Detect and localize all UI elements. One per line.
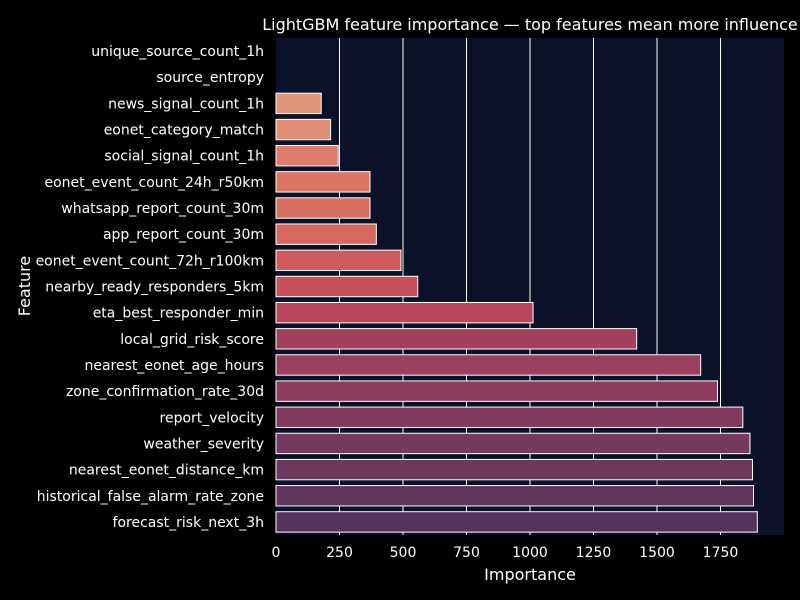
x-tick-label: 1500 — [639, 545, 675, 561]
bar-eonet-event-count-72h-r100km — [275, 249, 402, 272]
bar-eonet-event-count-24h-r50km — [275, 171, 371, 193]
bar-social-signal-count-1h — [275, 145, 339, 167]
x-tick-label: 1000 — [512, 545, 548, 561]
chart-title: LightGBM feature importance — top featur… — [262, 15, 798, 34]
y-tick-label: unique_source_count_1h — [91, 44, 264, 60]
bar-series — [275, 92, 758, 533]
y-tick-label: zone_confirmation_rate_30d — [66, 384, 264, 400]
bar-eta-best-responder-min — [275, 301, 534, 324]
bar-app-report-count-30m — [275, 223, 377, 245]
bar-news-signal-count-1h — [275, 92, 322, 115]
y-tick-labels: unique_source_count_1h source_entropynews… — [36, 44, 264, 531]
x-tick-label: 1250 — [576, 545, 612, 561]
bar-forecast-risk-next-3h — [275, 511, 758, 533]
x-tick-labels: 0 250 500 750 1000 1250 1500 1750 — [272, 545, 739, 561]
y-tick-label: nearest_eonet_distance_km — [69, 463, 264, 479]
x-tick-label: 0 — [272, 545, 281, 561]
bar-nearest-eonet-age-hours — [275, 354, 702, 376]
bar-weather-severity — [275, 432, 751, 455]
y-tick-label: forecast_risk_next_3h — [113, 515, 264, 531]
y-tick-label: source_entropy — [156, 70, 264, 86]
bar-historical-false-alarm-rate-zone — [275, 485, 755, 507]
bar-whatsapp-report-count-30m — [275, 197, 371, 219]
y-tick-label: news_signal_count_1h — [108, 96, 264, 112]
y-tick-label: eonet_category_match — [104, 123, 264, 139]
y-tick-label: eonet_event_count_24h_r50km — [44, 175, 264, 191]
y-axis-label: Feature — [15, 256, 34, 316]
bar-nearest-eonet-distance-km — [275, 458, 754, 481]
x-tick-label: 1750 — [703, 545, 739, 561]
y-tick-label: eta_best_responder_min — [93, 306, 264, 322]
y-tick-label: local_grid_risk_score — [120, 332, 264, 348]
y-tick-label: report_velocity — [160, 410, 264, 426]
y-tick-label: nearby_ready_responders_5km — [45, 280, 264, 296]
y-tick-label: whatsapp_report_count_30m — [61, 201, 264, 217]
y-tick-label: app_report_count_30m — [103, 227, 264, 243]
x-tick-label: 250 — [326, 545, 353, 561]
y-tick-label: historical_false_alarm_rate_zone — [37, 489, 264, 505]
y-tick-label: weather_severity — [143, 436, 264, 452]
bar-local-grid-risk-score — [275, 328, 638, 350]
x-axis-label: Importance — [484, 565, 576, 584]
x-tick-label: 500 — [390, 545, 417, 561]
bar-nearby-ready-responders-5km — [275, 275, 419, 298]
bar-report-velocity — [275, 406, 744, 428]
bar-eonet-category-match — [275, 118, 332, 141]
bar-zone-confirmation-rate-30d — [275, 380, 718, 402]
x-tick-label: 750 — [453, 545, 480, 561]
y-tick-label: nearest_eonet_age_hours — [84, 358, 264, 374]
y-tick-label: eonet_event_count_72h_r100km — [36, 253, 264, 269]
y-tick-label: social_signal_count_1h — [104, 149, 264, 165]
